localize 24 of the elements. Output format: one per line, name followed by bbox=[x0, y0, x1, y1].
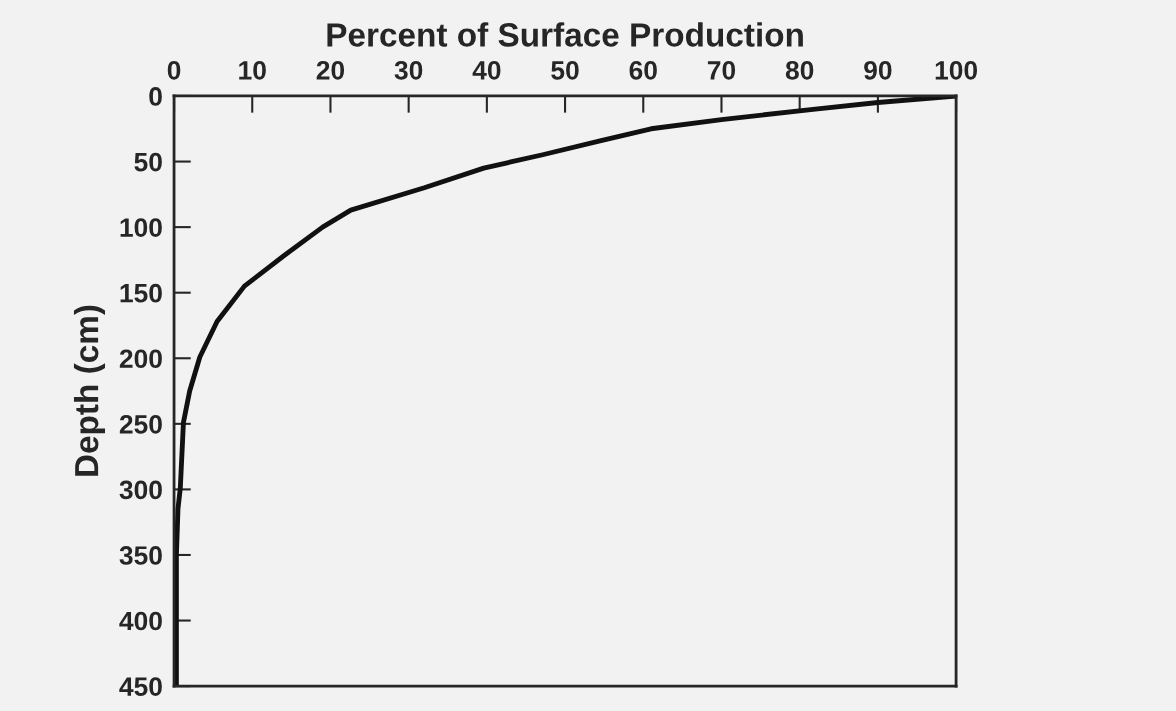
x-tick-label: 80 bbox=[785, 60, 814, 80]
x-tick-label: 0 bbox=[167, 60, 181, 80]
y-tick-label: 250 bbox=[119, 414, 162, 434]
y-tick-label: 200 bbox=[119, 349, 162, 369]
x-tick-label: 10 bbox=[239, 60, 266, 80]
line-series bbox=[174, 95, 957, 687]
y-tick-label: 450 bbox=[119, 677, 162, 696]
x-axis-title: Percent of Surface Production bbox=[327, 22, 803, 47]
x-tick-label: 20 bbox=[316, 60, 345, 80]
x-tick-label: 60 bbox=[629, 60, 657, 80]
x-tick-label: 70 bbox=[707, 60, 736, 80]
x-tick-label: 90 bbox=[864, 60, 892, 80]
x-tick-label: 30 bbox=[394, 60, 423, 80]
x-tick-label: 40 bbox=[472, 60, 501, 80]
y-axis-title: Depth (cm) bbox=[73, 305, 106, 476]
x-tick-label: 100 bbox=[935, 60, 978, 80]
y-tick-label: 100 bbox=[120, 218, 162, 237]
y-tick-label: 0 bbox=[149, 87, 162, 106]
y-tick-label: 50 bbox=[134, 152, 162, 172]
y-tick-label: 350 bbox=[119, 546, 162, 565]
x-tick-label: 50 bbox=[551, 60, 579, 80]
y-tick-label: 150 bbox=[120, 283, 162, 303]
y-tick-label: 300 bbox=[119, 480, 162, 500]
y-tick-label: 400 bbox=[119, 611, 162, 631]
